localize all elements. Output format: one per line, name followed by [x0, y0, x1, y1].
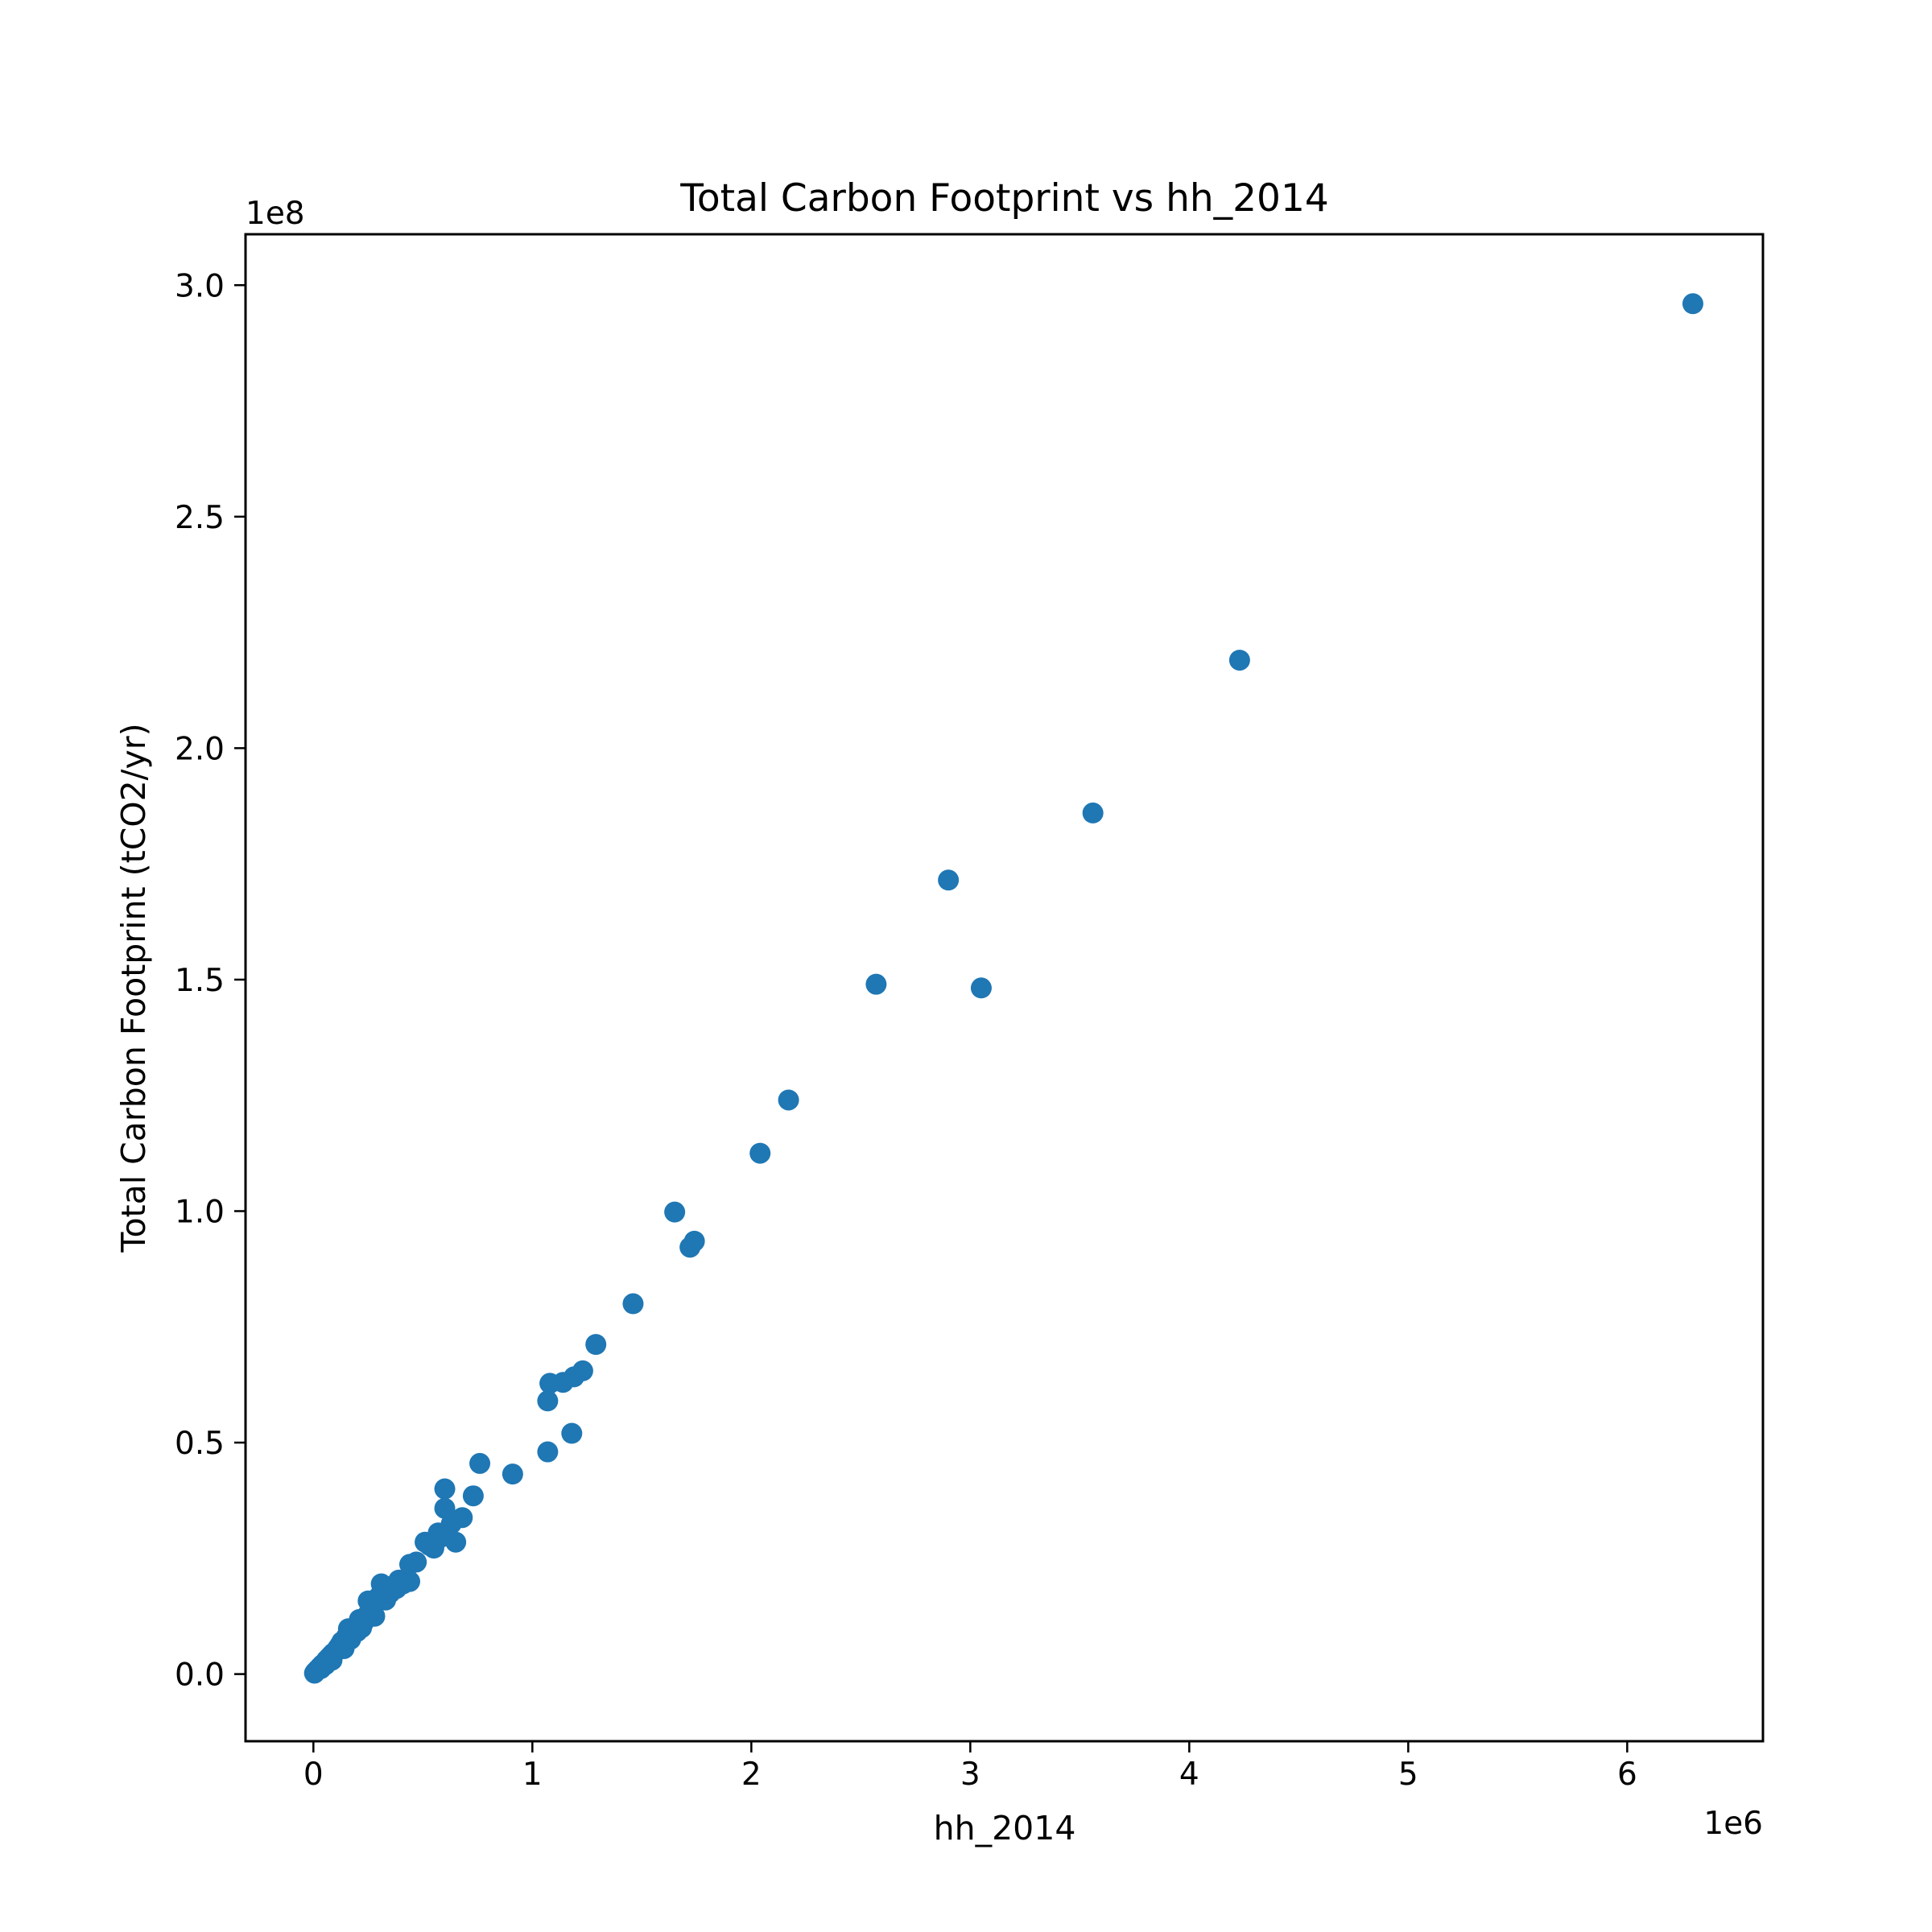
data-point — [561, 1422, 583, 1444]
points-layer — [303, 293, 1703, 1684]
y-offset-text: 1e8 — [246, 196, 305, 232]
data-point — [399, 1554, 421, 1575]
y-tick-label: 2.0 — [175, 731, 225, 767]
y-tick-label: 0.0 — [175, 1657, 225, 1694]
data-point — [537, 1441, 559, 1463]
data-point — [469, 1452, 491, 1474]
x-axis-label: hh_2014 — [934, 1809, 1076, 1847]
x-tick-label: 5 — [1398, 1757, 1418, 1793]
data-point — [622, 1293, 644, 1315]
data-point — [778, 1089, 799, 1111]
data-point — [970, 977, 992, 999]
y-tick-label: 1.0 — [175, 1194, 225, 1230]
data-point — [585, 1334, 607, 1356]
y-axis-label: Total Carbon Footprint (tCO2/yr) — [114, 723, 153, 1253]
y-tick-label: 0.5 — [175, 1426, 225, 1462]
data-point — [502, 1463, 523, 1485]
data-point — [865, 973, 887, 995]
x-tick-label: 6 — [1617, 1757, 1637, 1793]
data-point — [430, 1526, 452, 1548]
y-tick-label: 2.5 — [175, 500, 225, 536]
data-point — [539, 1373, 561, 1394]
data-point — [1228, 650, 1250, 671]
x-tick-label: 4 — [1179, 1757, 1199, 1793]
x-tick-label: 0 — [303, 1757, 324, 1793]
data-point — [1682, 293, 1703, 315]
x-tick-label: 1 — [522, 1757, 543, 1793]
data-point — [938, 869, 960, 891]
data-point — [392, 1573, 414, 1595]
data-point — [749, 1142, 771, 1164]
data-point — [679, 1236, 701, 1258]
ticks-layer: 0 1 2 3 4 5 6 0.0 0.5 1.0 1.5 2.0 2.5 3.0 — [175, 268, 1637, 1793]
x-tick-label: 3 — [960, 1757, 980, 1793]
data-point — [434, 1478, 456, 1500]
data-point — [462, 1485, 484, 1507]
data-point — [364, 1605, 386, 1627]
y-tick-label: 1.5 — [175, 963, 225, 999]
x-tick-label: 2 — [741, 1757, 762, 1793]
chart-title: Total Carbon Footprint vs hh_2014 — [679, 176, 1329, 221]
y-tick-label: 3.0 — [175, 268, 225, 304]
data-point — [1082, 802, 1104, 824]
data-point — [664, 1201, 686, 1223]
plot-frame — [244, 233, 1765, 1743]
x-offset-text: 1e6 — [1703, 1806, 1763, 1842]
data-point — [537, 1390, 559, 1412]
